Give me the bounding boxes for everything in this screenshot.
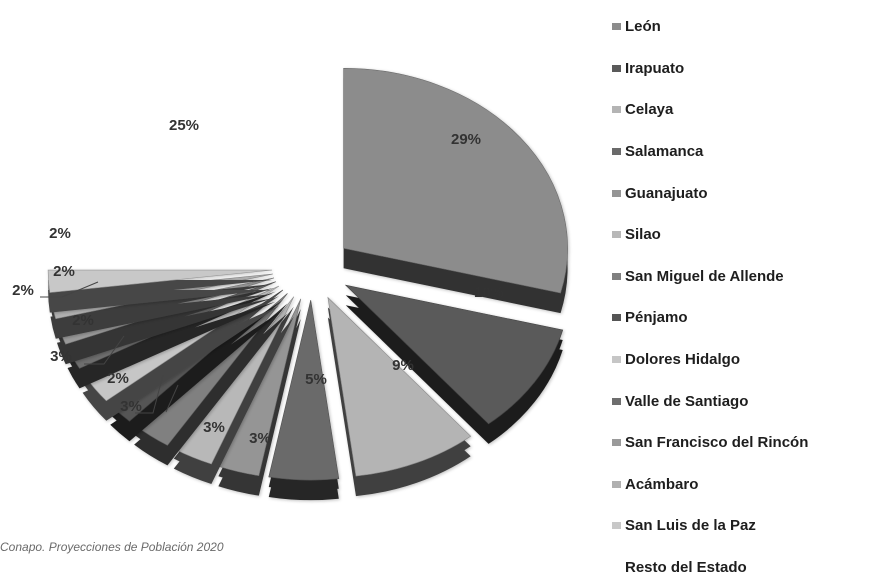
data-label-resto-del-estado: 25% bbox=[169, 117, 199, 134]
legend-swatch bbox=[612, 64, 621, 72]
slice-san-luis-de-la-paz bbox=[47, 269, 273, 313]
slice-top bbox=[344, 284, 564, 425]
data-label-san-francisco-del-rincon: 2% bbox=[12, 282, 34, 299]
data-label-celaya: 9% bbox=[392, 357, 414, 374]
data-label-valle-de-santiago: 2% bbox=[72, 312, 94, 329]
legend-label: San Miguel de Allende bbox=[625, 267, 784, 285]
legend-item-silao: Silao bbox=[612, 214, 877, 256]
legend-item-irapuato: Irapuato bbox=[612, 48, 877, 90]
legend-label: Valle de Santiago bbox=[625, 392, 749, 410]
leader-line-dolores-hidalgo bbox=[84, 335, 125, 365]
legend-label: Celaya bbox=[625, 101, 674, 119]
slice-irapuato bbox=[344, 284, 564, 444]
slice-side bbox=[67, 291, 276, 389]
data-label-acambaro: 2% bbox=[53, 263, 75, 280]
legend-swatch bbox=[612, 522, 621, 530]
legend-label: Silao bbox=[625, 226, 661, 244]
legend-swatch bbox=[612, 106, 621, 114]
legend-item-salamanca: Salamanca bbox=[612, 131, 877, 173]
legend-item-san-luis-de-la-paz: San Luis de la Paz bbox=[612, 505, 877, 547]
legend-item-dolores-hidalgo: Dolores Hidalgo bbox=[612, 339, 877, 381]
data-label-leon: 29% bbox=[451, 131, 481, 148]
slice-salamanca bbox=[268, 300, 340, 501]
legend-swatch bbox=[612, 439, 621, 447]
legend-item-san-miguel-de-allende: San Miguel de Allende bbox=[612, 256, 877, 298]
legend-swatch bbox=[612, 148, 621, 156]
legend-swatch bbox=[612, 480, 621, 488]
legend-label: León bbox=[625, 18, 661, 36]
slice-side bbox=[82, 296, 279, 421]
legend-item-penjamo: Pénjamo bbox=[612, 297, 877, 339]
slice-side bbox=[50, 284, 273, 339]
legend-swatch bbox=[612, 189, 621, 197]
legend-item-valle-de-santiago: Valle de Santiago bbox=[612, 380, 877, 422]
slice-side bbox=[48, 280, 273, 313]
legend-label: Acámbaro bbox=[625, 475, 699, 493]
legend-item-leon: León bbox=[612, 6, 877, 48]
legend-swatch bbox=[612, 356, 621, 364]
slice-side bbox=[110, 300, 283, 442]
slice-top bbox=[268, 300, 340, 481]
legend-swatch bbox=[612, 23, 621, 31]
data-label-irapuato: 10% bbox=[474, 284, 504, 301]
slice-leon bbox=[343, 67, 568, 314]
label-leader-lines bbox=[40, 281, 179, 414]
pie-chart: 29% 10% 9% 5% 3% 3% 3% 2% 3% 2% 2% 2% 2% 25% bbox=[12, 67, 568, 501]
slice-side bbox=[56, 287, 274, 365]
legend-label: Dolores Hidalgo bbox=[625, 351, 741, 369]
slice-celaya bbox=[327, 296, 472, 497]
legend-label: San Luis de la Paz bbox=[625, 517, 756, 535]
legend-item-celaya: Celaya bbox=[612, 89, 877, 131]
data-labels: 29% 10% 9% 5% 3% 3% 3% 2% 3% 2% 2% 2% 2% 25% bbox=[12, 117, 504, 447]
legend-label: Salamanca bbox=[625, 143, 704, 161]
leader-line-san-francisco-del-rincon bbox=[40, 281, 99, 298]
data-label-san-miguel-de-allende: 3% bbox=[120, 398, 142, 415]
data-label-penjamo: 2% bbox=[107, 370, 129, 387]
data-label-salamanca: 5% bbox=[305, 371, 327, 388]
legend-label: Irapuato bbox=[625, 59, 685, 77]
data-label-dolores-hidalgo: 3% bbox=[50, 348, 72, 365]
legend-label: San Francisco del Rincón bbox=[625, 434, 809, 452]
legend: León Irapuato Celaya Salamanca Guanajuato Sil… bbox=[612, 6, 877, 588]
legend-swatch bbox=[612, 231, 621, 239]
slice-top bbox=[343, 67, 568, 294]
leader-line-san-miguel-de-allende bbox=[135, 374, 164, 414]
legend-swatch bbox=[612, 397, 621, 405]
pie-slices bbox=[47, 67, 568, 501]
legend-item-resto-del-estado: Resto del Estado bbox=[612, 547, 877, 588]
legend-item-acambaro: Acámbaro bbox=[612, 464, 877, 506]
data-label-silao: 3% bbox=[203, 419, 225, 436]
leader-line-silao bbox=[165, 384, 179, 413]
slice-top bbox=[327, 296, 472, 477]
legend-item-san-francisco-del-rincon: San Francisco del Rincón bbox=[612, 422, 877, 464]
source-note: Conapo. Proyecciones de Población 2020 bbox=[0, 540, 224, 554]
legend-label: Pénjamo bbox=[625, 309, 688, 327]
data-label-guanajuato: 3% bbox=[249, 430, 271, 447]
legend-label: Guanajuato bbox=[625, 184, 708, 202]
data-label-san-luis-de-la-paz: 2% bbox=[49, 225, 71, 242]
slice-top bbox=[47, 269, 273, 293]
legend-swatch bbox=[612, 272, 621, 280]
legend-swatch bbox=[612, 314, 621, 322]
legend-item-guanajuato: Guanajuato bbox=[612, 172, 877, 214]
